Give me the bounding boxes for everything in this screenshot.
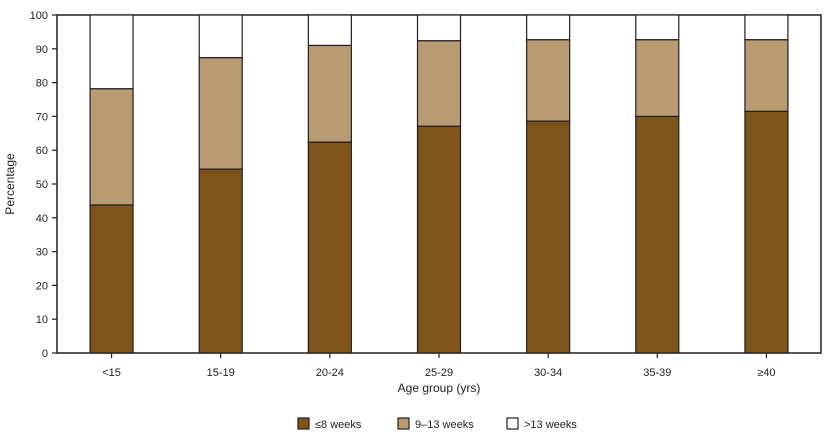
bar-segment-3 <box>198 14 243 59</box>
legend: ≤8 weeks 9–13 weeks >13 weeks <box>297 417 577 431</box>
y-tick-label: 50 <box>36 179 48 191</box>
x-tick-label: <15 <box>102 367 121 379</box>
y-tick-label: 100 <box>30 10 48 22</box>
bar-segment-1 <box>526 120 571 354</box>
legend-swatch <box>397 417 410 430</box>
legend-label: 9–13 weeks <box>415 419 474 431</box>
x-tick-label: 35-39 <box>643 367 671 379</box>
x-tick-label: 25-29 <box>425 367 453 379</box>
legend-label: ≤8 weeks <box>315 419 362 431</box>
y-tick-label: 40 <box>36 213 48 225</box>
legend-label: >13 weeks <box>524 419 577 431</box>
bar-segment-2 <box>744 39 789 112</box>
bar-segment-2 <box>307 44 352 143</box>
x-tick-label: 30-34 <box>534 367 562 379</box>
x-axis-label: Age group (yrs) <box>398 381 481 395</box>
bar-segment-2 <box>89 88 134 206</box>
bar-segment-1 <box>635 115 680 354</box>
y-axis-label: Percentage <box>3 153 17 215</box>
plot-area: 0 10 20 30 40 50 60 70 80 90 100 <15 15-19 20-24 25-29… <box>30 10 822 379</box>
bar-segment-3 <box>89 14 134 90</box>
bar-segment-3 <box>635 14 680 41</box>
y-tick-label: 70 <box>36 111 48 123</box>
bar-segment-1 <box>416 125 462 354</box>
bar-segment-1 <box>744 110 789 354</box>
y-tick-label: 20 <box>36 280 48 292</box>
bar-segment-3 <box>416 14 462 42</box>
x-tick-label: ≥40 <box>757 367 775 379</box>
bar-segment-1 <box>89 204 134 354</box>
y-tick-label: 10 <box>36 314 48 326</box>
bar-segment-1 <box>307 141 352 354</box>
y-tick-label: 60 <box>36 145 48 157</box>
bar-segment-3 <box>744 14 789 41</box>
bar-segment-1 <box>198 168 243 354</box>
y-tick-label: 30 <box>36 247 48 259</box>
bar-segment-3 <box>526 14 571 41</box>
legend-swatch <box>297 417 310 430</box>
x-tick-label: 20-24 <box>316 367 344 379</box>
y-tick-label: 80 <box>36 78 48 90</box>
bar-segment-2 <box>635 39 680 117</box>
y-tick-label: 90 <box>36 44 48 56</box>
bar-segment-2 <box>416 40 462 127</box>
bar-segment-2 <box>526 39 571 122</box>
bar-segment-2 <box>198 56 243 170</box>
y-tick-label: 0 <box>42 348 48 360</box>
x-tick-label: 15-19 <box>207 367 235 379</box>
bar-segment-3 <box>307 14 352 47</box>
legend-swatch <box>506 417 519 430</box>
